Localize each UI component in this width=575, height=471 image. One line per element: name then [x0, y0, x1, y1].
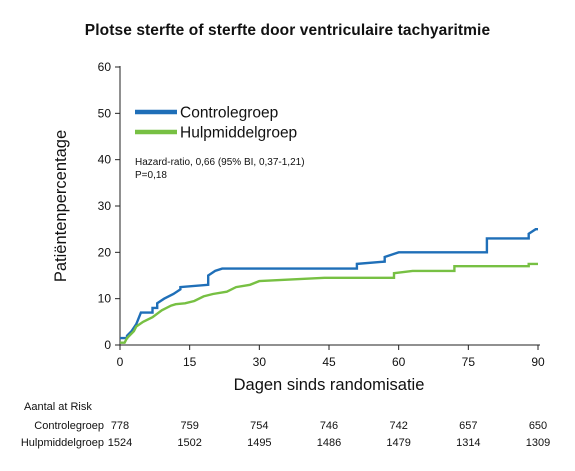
at-risk-value: 742	[389, 420, 407, 432]
x-tick-label: 0	[117, 355, 124, 369]
legend-label-2: Hulpmiddelgroep	[180, 125, 297, 142]
at-risk-value: 1502	[177, 437, 201, 449]
series-lines	[120, 228, 538, 344]
y-tick-label: 50	[98, 106, 112, 120]
chart-title: Plotse sterfte of sterfte door ventricul…	[84, 22, 491, 39]
x-axis-label: Dagen sinds randomisatie	[234, 376, 425, 394]
at-risk-value: 759	[180, 420, 198, 432]
at-risk-value: 1524	[108, 437, 132, 449]
at-risk-value: 1495	[247, 437, 271, 449]
axes: 0 10 20 30 40 50 60 0 15 30 45 60 75 90 Dagen sinds ra…	[52, 60, 545, 394]
series-line-1	[120, 228, 538, 340]
at-risk-row-label: Hulpmiddelgroep	[21, 437, 104, 449]
y-tick-label: 0	[104, 338, 111, 352]
x-tick-label: 30	[253, 355, 267, 369]
at-risk-value: 778	[111, 420, 129, 432]
at-risk-value: 1309	[526, 437, 550, 449]
legend: Controlegroep Hulpmiddelgroep	[135, 105, 297, 142]
annotation-line-1: Hazard-ratio, 0,66 (95% BI, 0,37-1,21)	[135, 157, 305, 168]
y-axis-label: Patiëntenpercentage	[52, 130, 70, 282]
at-risk-value: 1314	[456, 437, 480, 449]
annotation: Hazard-ratio, 0,66 (95% BI, 0,37-1,21) P=…	[135, 157, 305, 181]
x-tick-label: 45	[322, 355, 336, 369]
y-tick-label: 20	[98, 245, 112, 259]
series-line-2	[120, 262, 538, 344]
at-risk-value: 754	[250, 420, 268, 432]
annotation-line-2: P=0,18	[135, 170, 167, 181]
y-tick-label: 10	[98, 292, 112, 306]
at-risk-value: 1486	[317, 437, 341, 449]
at-risk-title: Aantal at Risk	[24, 401, 92, 413]
x-tick-label: 75	[462, 355, 476, 369]
at-risk-table: Aantal at Risk Controlegroep 778 759 754 746 7…	[21, 401, 550, 449]
x-tick-label: 60	[392, 355, 406, 369]
y-tick-label: 40	[98, 153, 112, 167]
y-tick-label: 60	[98, 60, 112, 74]
at-risk-value: 650	[529, 420, 547, 432]
at-risk-row-label: Controlegroep	[34, 420, 104, 432]
x-tick-label: 15	[183, 355, 197, 369]
at-risk-value: 746	[320, 420, 338, 432]
legend-label-1: Controlegroep	[180, 105, 278, 122]
y-tick-label: 30	[98, 199, 112, 213]
x-tick-label: 90	[531, 355, 545, 369]
at-risk-value: 1479	[386, 437, 410, 449]
at-risk-value: 657	[459, 420, 477, 432]
